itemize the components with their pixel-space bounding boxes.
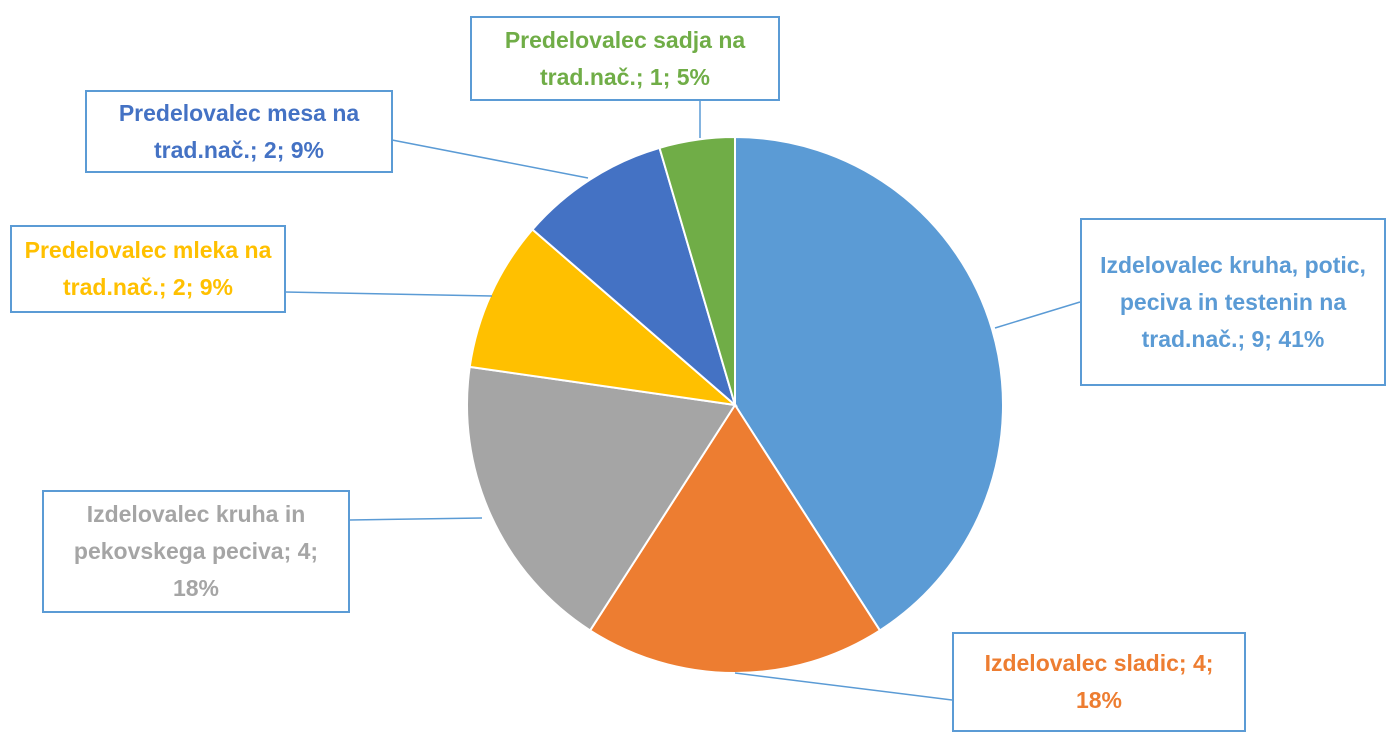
leader-line (284, 291, 493, 297)
leader-line (349, 517, 483, 521)
pie-slice (466, 365, 737, 632)
pie-slice (531, 146, 737, 408)
pie-slice (468, 228, 739, 407)
data-label: Izdelovalec kruha in pekovskega peciva; … (42, 490, 350, 613)
pie-slice (734, 135, 1004, 632)
data-label: Predelovalec mleka na trad.nač.; 2; 9% (10, 225, 286, 313)
data-label: Predelovalec mesa na trad.nač.; 2; 9% (85, 90, 393, 173)
leader-line (734, 672, 953, 701)
leader-line (994, 301, 1081, 329)
leader-line (391, 139, 589, 179)
data-label: Predelovalec sadja na trad.nač.; 1; 5% (470, 16, 780, 101)
pie (466, 135, 1004, 674)
chart (284, 100, 1081, 701)
pie-slice (658, 135, 736, 406)
page: {"chart_data": {"type": "pie", "categori… (10, 16, 1386, 732)
data-label: Izdelovalec kruha, potic, peciva in test… (1080, 218, 1386, 386)
pie-slice (588, 403, 882, 674)
leader-lines (284, 100, 1081, 701)
data-label: Izdelovalec sladic; 4; 18% (952, 632, 1246, 732)
